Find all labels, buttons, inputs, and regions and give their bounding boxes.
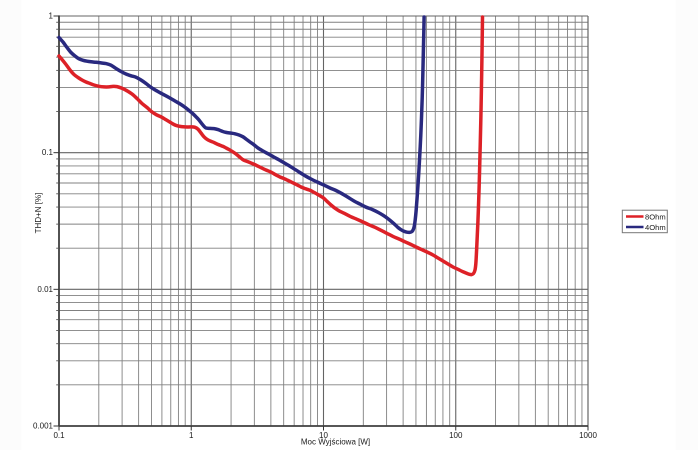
svg-text:1000: 1000 <box>579 431 597 440</box>
svg-text:4Ohm: 4Ohm <box>645 223 666 232</box>
svg-text:0.1: 0.1 <box>53 431 65 440</box>
svg-text:Moc Wyjściowa [W]: Moc Wyjściowa [W] <box>301 438 370 447</box>
svg-text:100: 100 <box>449 431 463 440</box>
svg-text:THD+N [%]: THD+N [%] <box>34 193 43 234</box>
svg-text:0.01: 0.01 <box>37 285 53 294</box>
svg-text:0.1: 0.1 <box>42 148 54 157</box>
svg-text:1: 1 <box>189 431 194 440</box>
svg-text:0.001: 0.001 <box>33 422 54 431</box>
svg-text:1: 1 <box>49 12 54 21</box>
svg-text:8Ohm: 8Ohm <box>645 212 666 221</box>
